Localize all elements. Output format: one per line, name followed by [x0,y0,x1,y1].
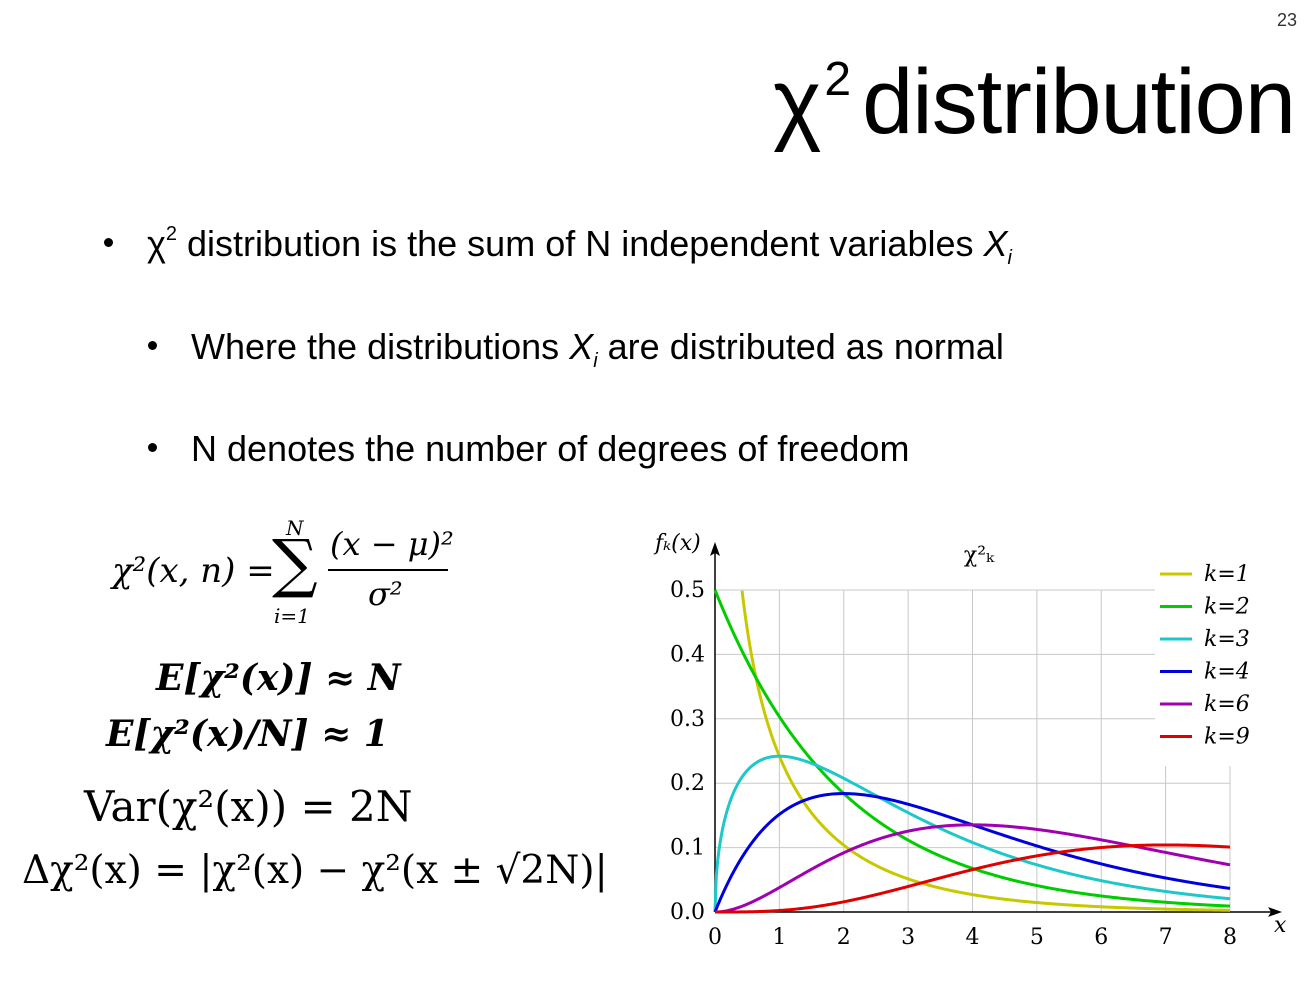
x-tick-label: 4 [966,925,980,950]
sum-lower-limit: i=1 [274,604,310,628]
series-line-k=3 [713,754,1231,913]
y-tick-label: 0.3 [670,707,705,732]
series-line-k=9 [715,843,1231,914]
normalized-expectation-equation: E[χ²(x)/N] ≈ 1 [106,713,389,755]
x-axis-arrow [1268,907,1282,917]
sum-upper-limit: N [286,516,304,540]
delta-chi-squared-equation: Δχ²(x) = |χ²(x) − χ²(x ± √2N)| [22,848,608,893]
bullet-dot [148,442,157,452]
title-superscript: 2 [824,53,851,106]
legend-background [1155,550,1273,766]
slide-title: χ2 distribution [773,51,1296,153]
legend-label: k=3 [1204,627,1250,652]
x-tick-label: 0 [708,925,722,950]
title-symbol: χ [773,51,821,153]
bullet-dot [148,340,157,350]
legend-label: k=6 [1204,692,1250,717]
legend-label: k=9 [1204,725,1250,750]
bullet-variable: Xi [983,223,1012,270]
slide-number: 23 [1276,10,1297,30]
x-tick-label: 1 [772,925,786,950]
chart-title: χ²ₖ [964,543,995,568]
bullet-degrees-of-freedom: N denotes the number of degrees of freed… [148,431,909,467]
bullet-normal-distribution: Where the distributions Xi are distribut… [148,329,1004,371]
x-tick-label: 6 [1094,925,1108,950]
bullet-prefix: Where the distributions [191,326,570,367]
series-line-k=1 [740,590,1231,912]
chi-squared-pdf-chart: 0 1 2 3 4 5 6 7 8 0.0 0.1 0.2 0.3 0.4 0.5 fₖ(x) x χ²ₖ k=1 k… [645,520,1295,950]
y-tick-label: 0.1 [670,836,705,861]
sum-lhs: χ²(x, n) = [112,551,275,591]
x-axis-label: x [1274,913,1287,938]
y-tick-label: 0.2 [670,771,705,796]
variance-equation: Var(χ²(x)) = 2N [84,782,413,831]
bullet-suffix: are distributed as normal [597,326,1004,367]
fraction-numerator: (x − μ)² [330,525,454,563]
title-text: distribution [862,51,1296,153]
legend-label: k=4 [1204,660,1250,685]
sum-symbol: ∑ [272,527,318,601]
legend-label: k=2 [1204,595,1250,620]
x-tick-label: 7 [1159,925,1173,950]
bullet-chi-squared-definition: χ2 distribution is the sum of N independ… [104,224,1012,268]
expectation-equation: E[χ²(x)] ≈ N [156,657,401,699]
bullet-prefix: χ [147,223,166,264]
x-tick-label: 2 [837,925,851,950]
y-tick-label: 0.0 [670,900,705,925]
bullet-dot [104,237,113,247]
chi-squared-sum-equation: χ²(x, n) = N ∑ i=1 (x − μ)² σ² [112,514,472,634]
y-axis-arrow [710,542,720,556]
y-tick-label: 0.5 [670,578,705,603]
y-tick-label: 0.4 [670,642,705,667]
x-tick-label: 3 [901,925,915,950]
x-tick-label: 8 [1223,925,1237,950]
fraction-denominator: σ² [368,575,403,613]
series-line-k=6 [714,823,1231,914]
bullet-text: N denotes the number of degrees of freed… [191,428,910,469]
y-axis-label: fₖ(x) [653,531,701,556]
bullet-text: distribution is the sum of N independent… [177,223,984,264]
x-tick-label: 5 [1030,925,1044,950]
legend-label: k=1 [1204,562,1250,587]
fraction-line [328,569,448,571]
bullet-variable: Xi [569,326,598,373]
chart-svg: 0 1 2 3 4 5 6 7 8 0.0 0.1 0.2 0.3 0.4 0.5 fₖ(x) x χ²ₖ k=1 k… [653,531,1287,950]
bullet-superscript: 2 [165,223,178,245]
